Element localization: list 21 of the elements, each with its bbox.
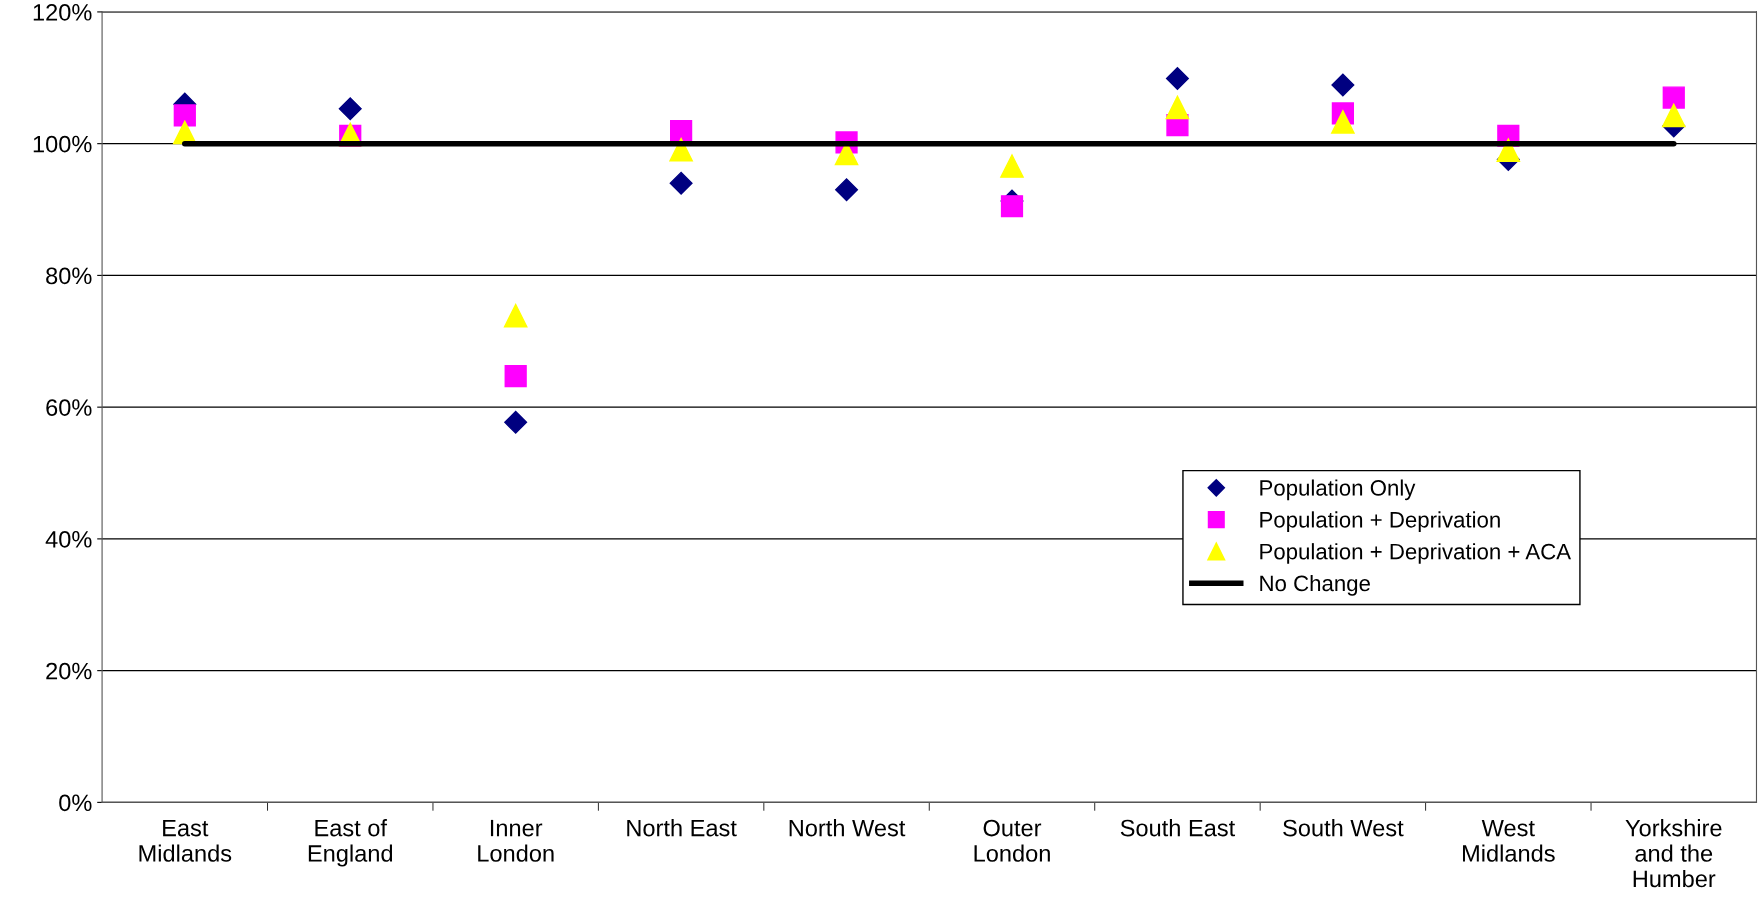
legend-label: Population + Deprivation <box>1260 511 1500 533</box>
x-tick-label: East Midlands <box>139 819 232 862</box>
x-tick-label: North West <box>789 819 906 837</box>
legend-label: Population Only <box>1260 479 1416 501</box>
x-tick-label: South East <box>1120 819 1236 837</box>
y-tick-label: 120% <box>33 3 92 21</box>
x-tick-label: North East <box>627 819 737 837</box>
x-tick-label: East of England <box>308 819 393 867</box>
y-tick-label: 0% <box>59 794 92 812</box>
y-tick-label: 40% <box>45 530 92 548</box>
y-tick-label: 60% <box>46 399 92 416</box>
x-tick-label: Inner London <box>478 819 554 862</box>
y-tick-label: 80% <box>46 267 92 285</box>
x-tick-label: Outer London <box>974 819 1050 862</box>
y-tick-label: 20% <box>46 662 92 680</box>
legend-label: Population + Deprivation + ACA <box>1260 543 1571 564</box>
x-tick-label: Yorkshire and the Humber <box>1625 819 1722 888</box>
x-tick-label: South West <box>1283 819 1404 837</box>
legend-label: No Change <box>1260 574 1370 596</box>
y-tick-label: 100% <box>33 135 92 153</box>
x-tick-label: West Midlands <box>1463 819 1555 862</box>
